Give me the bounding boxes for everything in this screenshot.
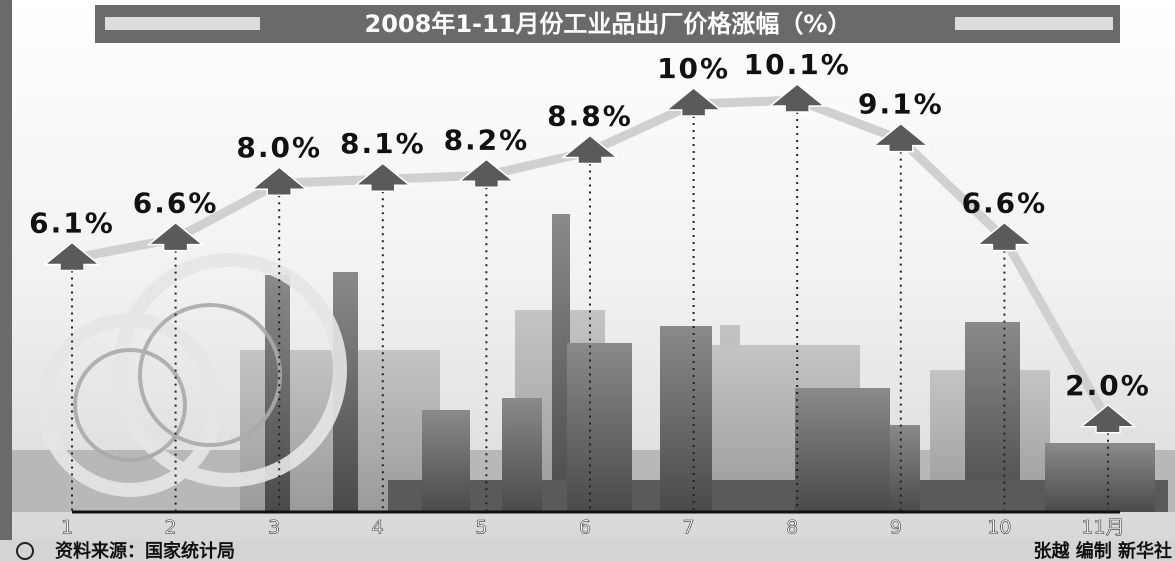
value-label: 8.1% — [340, 127, 426, 160]
value-label: 10% — [657, 52, 730, 85]
x-tick-label: 3 — [268, 517, 280, 539]
x-tick-label: 8 — [786, 517, 798, 539]
source: 资料来源：国家统计局 — [55, 540, 235, 562]
left-edge — [0, 0, 12, 540]
value-label: 8.8% — [547, 100, 633, 133]
value-label: 9.1% — [858, 88, 944, 121]
value-label: 10.1% — [744, 48, 851, 81]
x-tick-label: 6 — [579, 517, 591, 539]
page: {"chart_data":{"type":"line","title":"20… — [0, 0, 1175, 562]
value-label: 8.2% — [444, 123, 530, 156]
chart: 2008年1-11月份工业品出厂价格涨幅（%） 资料来源：国家统计局 张越 编制… — [0, 0, 1175, 562]
credit: 张越 编制 新华社 — [1033, 540, 1172, 562]
value-label: 6.6% — [133, 187, 219, 220]
x-tick-label: 11月 — [1081, 517, 1124, 539]
chart-title: 2008年1-11月份工业品出厂价格涨幅（%） — [365, 10, 852, 38]
x-tick-label: 10 — [987, 517, 1011, 539]
x-tick-label: 7 — [683, 517, 695, 539]
value-label: 6.6% — [962, 187, 1048, 220]
x-tick-label: 1 — [61, 517, 73, 539]
value-label: 2.0% — [1065, 369, 1151, 402]
x-tick-label: 2 — [165, 517, 177, 539]
x-tick-label: 9 — [890, 517, 902, 539]
value-label: 8.0% — [236, 131, 322, 164]
x-tick-label: 5 — [475, 517, 487, 539]
value-label: 6.1% — [29, 206, 115, 239]
x-tick-label: 4 — [372, 517, 384, 539]
